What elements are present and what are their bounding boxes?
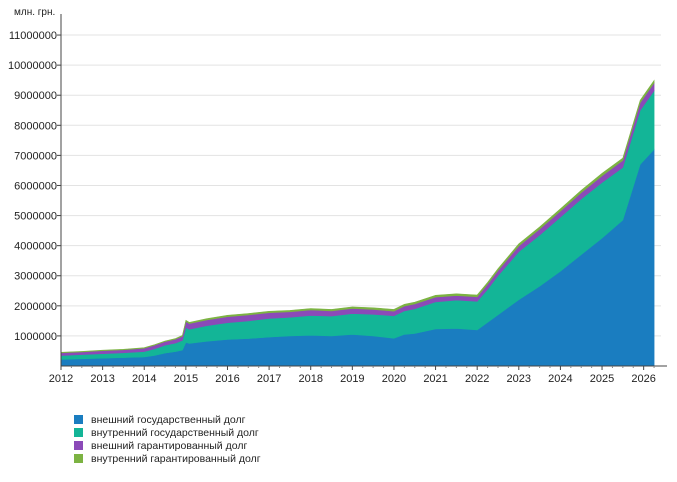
stacked-areas: [60, 79, 655, 367]
x-tick-label: 2026: [631, 373, 655, 385]
legend-label: внешний гарантированный долг: [91, 439, 248, 452]
x-tick-label: 2018: [298, 373, 322, 385]
y-tick-label: 5000000: [14, 211, 57, 223]
x-tick-label: 2014: [132, 373, 156, 385]
legend-swatch: [74, 454, 83, 463]
x-tick-label: 2023: [507, 373, 531, 385]
y-tick-label: 7000000: [14, 150, 57, 162]
x-tick-label: 2020: [382, 373, 406, 385]
x-tick-label: 2017: [257, 373, 281, 385]
y-tick-label: 2000000: [14, 301, 57, 313]
x-tick-label: 2012: [49, 373, 73, 385]
area-series-3[interactable]: [60, 79, 655, 354]
x-tick-label: 2025: [590, 373, 614, 385]
y-unit-label: млн. грн.: [14, 7, 55, 18]
y-tick-label: 4000000: [14, 241, 57, 253]
y-tick-label: 11000000: [9, 30, 57, 42]
legend-swatch: [74, 441, 83, 450]
legend-swatch: [74, 415, 83, 424]
legend-item[interactable]: внутренний гарантированный долг: [74, 452, 261, 465]
x-tick-label: 2021: [423, 373, 447, 385]
legend-label: внутренний государственный долг: [91, 426, 259, 439]
y-tick-label: 6000000: [14, 180, 57, 192]
legend-item[interactable]: внешний гарантированный долг: [74, 439, 261, 452]
legend-label: внутренний гарантированный долг: [91, 452, 261, 465]
legend-item[interactable]: внешний государственный долг: [74, 413, 261, 426]
y-tick-label: 1000000: [14, 331, 57, 343]
y-tick-label: 3000000: [14, 271, 57, 283]
x-tick-label: 2022: [465, 373, 489, 385]
debt-area-chart: 1000000 2000000 3000000 4000000 5000000 60000…: [8, 7, 667, 385]
axes: 1000000 2000000 3000000 4000000 5000000 60000…: [8, 14, 667, 385]
legend: внешний государственный долг внутренний …: [74, 413, 261, 465]
y-tick-label: 10000000: [8, 60, 57, 72]
gridlines: [61, 34, 661, 337]
legend-item[interactable]: внутренний государственный долг: [74, 426, 261, 439]
x-tick-label: 2016: [215, 373, 239, 385]
x-tick-label: 2024: [548, 373, 572, 385]
x-tick-label: 2019: [340, 373, 364, 385]
legend-swatch: [74, 428, 83, 437]
x-tick-label: 2015: [174, 373, 198, 385]
y-tick-label: 9000000: [14, 90, 57, 102]
legend-label: внешний государственный долг: [91, 413, 246, 426]
y-tick-label: 8000000: [14, 120, 57, 132]
x-tick-label: 2013: [90, 373, 114, 385]
